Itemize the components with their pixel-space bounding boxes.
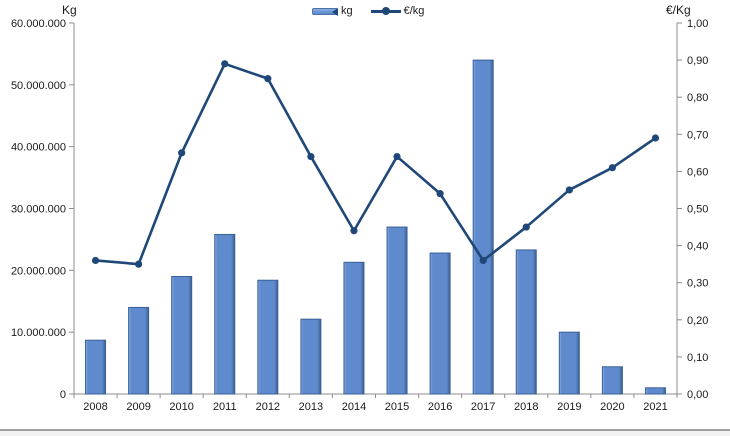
line-marker-2013[interactable] — [307, 152, 315, 161]
bar-2017[interactable] — [472, 59, 494, 395]
right-axis-tick-label: 0,40 — [687, 241, 708, 253]
x-axis-label-2018: 2018 — [514, 401, 538, 413]
bar-2012[interactable] — [257, 279, 279, 395]
legend-item-eur-per-kg[interactable]: €/kg — [370, 5, 425, 17]
line-marker-2009[interactable] — [135, 260, 143, 268]
bar-series-swatch-icon — [312, 7, 338, 16]
x-axis-label-2010: 2010 — [169, 401, 193, 413]
right-axis-tick-label: 0,00 — [687, 389, 708, 401]
bar-2008[interactable] — [85, 339, 107, 395]
line-marker-2011[interactable] — [221, 60, 229, 68]
line-marker-2016[interactable] — [436, 190, 444, 198]
left-axis-tick-label: 20.000.000 — [11, 265, 66, 277]
right-axis-tick-label: 0,60 — [687, 166, 708, 178]
right-axis-tick-label: 0,30 — [687, 278, 708, 290]
x-axis-label-2009: 2009 — [126, 401, 150, 413]
line-marker-2018[interactable] — [522, 223, 530, 231]
right-axis-tick-label: 0,10 — [687, 352, 708, 364]
bar-2019[interactable] — [558, 331, 580, 395]
line-marker-2020[interactable] — [608, 164, 616, 172]
line-marker-2019[interactable] — [565, 186, 573, 194]
bar-2018[interactable] — [515, 249, 537, 395]
bar-2014[interactable] — [343, 261, 365, 395]
line-marker-2012[interactable] — [264, 75, 272, 83]
legend-item-kg[interactable]: kg — [312, 5, 353, 17]
legend-label: €/kg — [403, 5, 425, 17]
bar-2016[interactable] — [429, 252, 451, 395]
right-axis-tick-label: 0,80 — [687, 92, 708, 104]
window-bottom-strip — [0, 429, 730, 436]
left-axis-tick-label: 50.000.000 — [11, 80, 66, 92]
chart-legend: kg €/kg — [312, 5, 424, 17]
bar-2011[interactable] — [214, 233, 236, 395]
left-axis-tick-label: 30.000.000 — [11, 204, 66, 216]
x-axis-label-2013: 2013 — [299, 401, 323, 413]
right-axis-tick-label: 0,70 — [687, 129, 708, 141]
x-axis-label-2012: 2012 — [256, 401, 280, 413]
line-marker-2008[interactable] — [91, 256, 100, 265]
left-axis-tick-label: 60.000.000 — [11, 18, 66, 30]
bar-2020[interactable] — [601, 366, 623, 395]
legend-label: kg — [341, 5, 353, 17]
left-axis-tick-label: 40.000.000 — [11, 142, 66, 154]
bar-2021[interactable] — [644, 387, 666, 395]
x-axis-label-2019: 2019 — [557, 401, 581, 413]
left-axis-tick-label: 0 — [60, 389, 66, 401]
x-axis-label-2016: 2016 — [428, 401, 452, 413]
line-marker-2017[interactable] — [479, 256, 487, 265]
price-line-series[interactable] — [94, 62, 657, 266]
right-axis-tick-label: 0,50 — [687, 204, 708, 216]
x-axis-label-2011: 2011 — [213, 401, 237, 413]
x-axis-label-2021: 2021 — [643, 401, 667, 413]
x-axis-label-2020: 2020 — [600, 401, 624, 413]
right-axis-tick-label: 1,00 — [687, 18, 708, 30]
line-marker-2015[interactable] — [393, 152, 401, 161]
line-marker-2014[interactable] — [350, 227, 358, 235]
line-marker-2021[interactable] — [651, 134, 660, 142]
line-marker-2010[interactable] — [178, 149, 186, 157]
x-axis-label-2008: 2008 — [83, 401, 107, 413]
right-axis-title: €/Kg — [666, 3, 691, 17]
left-axis-tick-label: 10.000.000 — [11, 327, 66, 339]
left-axis-title: Kg — [62, 3, 77, 17]
x-axis-label-2017: 2017 — [471, 401, 495, 413]
bar-2013[interactable] — [300, 318, 322, 395]
right-axis-tick-label: 0,90 — [687, 55, 708, 67]
line-series-swatch-icon — [370, 6, 401, 16]
x-axis-label-2014: 2014 — [342, 401, 366, 413]
bar-2010[interactable] — [171, 276, 193, 395]
bar-2015[interactable] — [386, 226, 408, 395]
right-axis-tick-label: 0,20 — [687, 315, 708, 327]
x-axis-label-2015: 2015 — [385, 401, 409, 413]
bar-2009[interactable] — [128, 306, 150, 395]
